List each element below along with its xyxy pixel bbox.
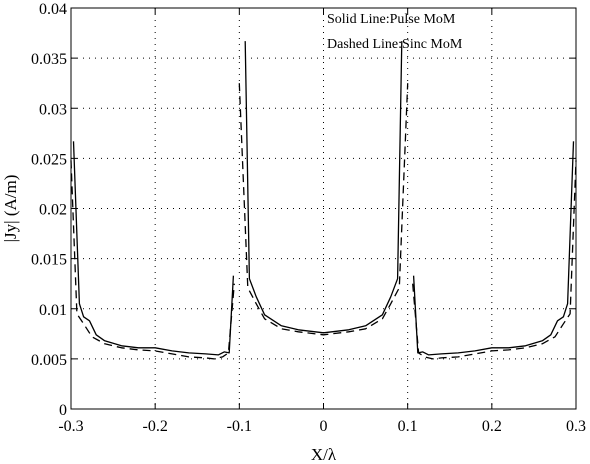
- y-tick-label: 0.01: [39, 302, 67, 319]
- y-tick-label: 0: [59, 402, 67, 419]
- y-tick-label: 0.03: [39, 101, 67, 118]
- y-tick-label: 0.025: [31, 151, 67, 168]
- x-axis-label: X/λ: [311, 445, 337, 464]
- y-axis-label: |Jy| (A/m): [1, 175, 20, 243]
- dashed-series-line: [412, 160, 577, 360]
- x-tick-label: 0.2: [482, 418, 502, 435]
- y-tick-label: 0.005: [31, 352, 67, 369]
- x-tick-label: -0.1: [227, 418, 252, 435]
- x-tick-label: 0: [320, 418, 328, 435]
- dashed-series-line: [70, 160, 235, 360]
- dashed-series-line: [238, 83, 409, 336]
- y-tick-label: 0.035: [31, 51, 67, 68]
- x-tick-label: 0.3: [566, 418, 586, 435]
- x-tick-label: -0.3: [58, 418, 83, 435]
- y-tick-label: 0.02: [39, 202, 67, 219]
- y-tick-label: 0.015: [31, 252, 67, 269]
- solid-series-line: [412, 141, 575, 356]
- solid-series-line: [244, 41, 403, 334]
- tick-marks: [70, 7, 577, 410]
- legend-dashed-line: Dashed Line:Sinc MoM: [327, 37, 463, 52]
- y-tick-label: 0.04: [39, 1, 67, 18]
- series-group: [70, 41, 577, 360]
- grid: [71, 8, 576, 409]
- legend-solid-line: Solid Line:Pulse MoM: [327, 12, 456, 27]
- x-tick-label: -0.2: [143, 418, 168, 435]
- x-tick-label: 0.1: [398, 418, 418, 435]
- x-tick-labels: -0.3 -0.2 -0.1 0 0.1 0.2 0.3: [58, 418, 586, 435]
- y-tick-labels: 0 0.005 0.01 0.015 0.02 0.025 0.03 0.035 0.04: [31, 1, 67, 419]
- solid-series-line: [72, 141, 235, 356]
